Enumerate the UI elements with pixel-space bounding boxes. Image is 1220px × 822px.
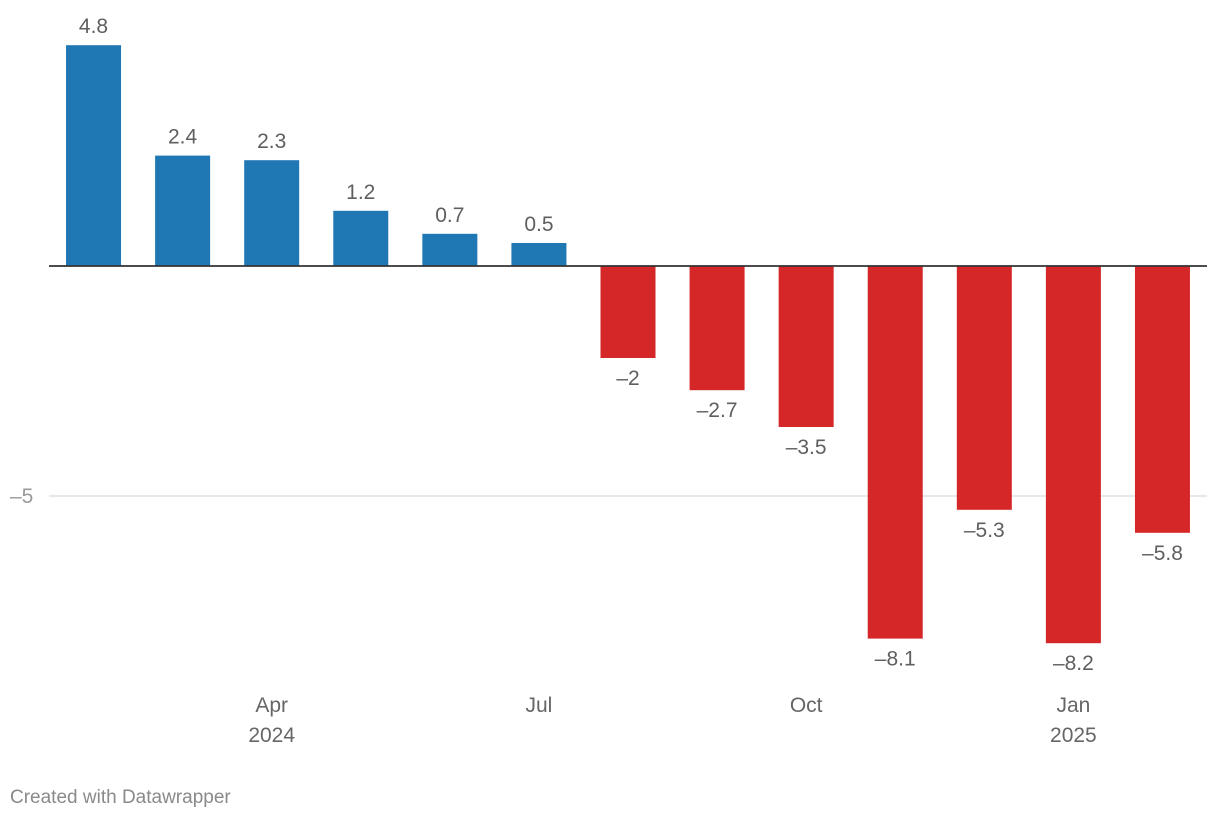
x-axis: Apr 2024 Jul Oct Jan 2025 bbox=[248, 694, 1096, 747]
bar-value-label: –8.1 bbox=[875, 648, 916, 671]
bar bbox=[956, 266, 1012, 510]
bar bbox=[155, 155, 211, 266]
y-tick-label: –5 bbox=[10, 485, 33, 508]
y-axis: –5 bbox=[10, 485, 33, 508]
bar bbox=[600, 266, 656, 358]
bar bbox=[422, 233, 478, 266]
bars bbox=[49, 45, 1207, 644]
bar-value-label: 0.7 bbox=[435, 204, 464, 227]
bar-value-label: –2.7 bbox=[697, 399, 738, 422]
bar bbox=[867, 266, 923, 639]
datawrapper-credit: Created with Datawrapper bbox=[10, 787, 231, 808]
bar-value-label: 0.5 bbox=[524, 213, 553, 236]
x-tick-year-label: 2024 bbox=[248, 724, 295, 747]
x-tick-year-label: 2025 bbox=[1050, 724, 1097, 747]
bar bbox=[333, 210, 389, 266]
bar bbox=[511, 243, 567, 266]
bar bbox=[244, 160, 300, 266]
x-tick-label: Apr bbox=[255, 694, 288, 717]
bar-value-label: 1.2 bbox=[346, 181, 375, 204]
bar bbox=[689, 266, 745, 391]
bar-value-label: –3.5 bbox=[786, 436, 827, 459]
bar-value-label: –5.3 bbox=[964, 519, 1005, 542]
bar bbox=[778, 266, 834, 427]
bar-value-label: –5.8 bbox=[1142, 542, 1183, 565]
bar-value-label: 2.3 bbox=[257, 130, 286, 153]
bar-chart: 4.8 2.4 2.3 1.2 0.7 0.5 –2 –2.7 –3.5 –8.1 –5.3 –8.2… bbox=[10, 15, 1207, 747]
bar-value-label: –2 bbox=[616, 367, 639, 390]
bar-value-label: 4.8 bbox=[79, 15, 108, 38]
bar-value-label: –8.2 bbox=[1053, 652, 1094, 675]
x-tick-label: Jan bbox=[1056, 694, 1090, 717]
bar-value-label: 2.4 bbox=[168, 126, 198, 149]
bar bbox=[1045, 266, 1101, 644]
x-tick-label: Oct bbox=[790, 694, 823, 717]
bar-value-labels: 4.8 2.4 2.3 1.2 0.7 0.5 –2 –2.7 –3.5 –8.1 –5.3 –8.2… bbox=[79, 15, 1183, 675]
bar bbox=[1134, 266, 1190, 533]
x-tick-label: Jul bbox=[525, 694, 552, 717]
bar bbox=[66, 45, 122, 267]
